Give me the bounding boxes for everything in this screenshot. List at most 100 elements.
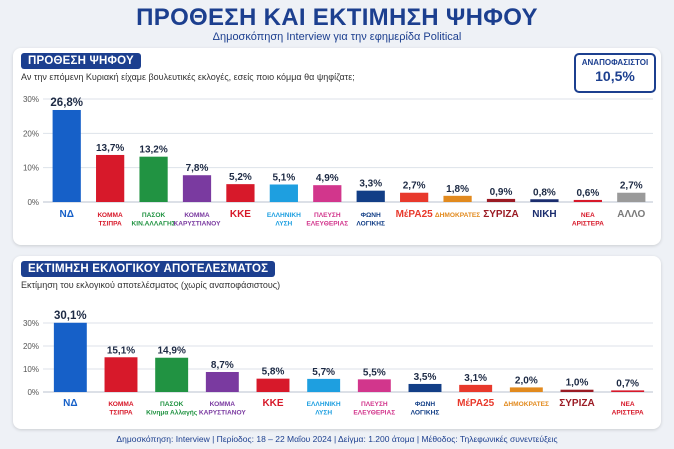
value-label: 8,7%: [211, 360, 234, 371]
y-tick-label: 10%: [23, 365, 39, 374]
bar: [356, 190, 385, 202]
category-label: ΚΟΜΜΑ: [210, 401, 236, 408]
value-label: 2,0%: [515, 375, 538, 386]
value-label: 26,8%: [50, 97, 83, 109]
bar: [256, 378, 290, 392]
category-label: ΕΛΕΥΘΕΡΙΑΣ: [353, 410, 395, 417]
bar: [443, 195, 472, 202]
category-label: ΑΛΛΟ: [617, 209, 645, 220]
undecided-label: ΑΝΑΠΟΦΑΣΙΣΤΟΙ: [581, 58, 649, 67]
value-label: 13,2%: [139, 145, 167, 156]
value-label: 5,7%: [312, 367, 335, 378]
y-tick-label: 0%: [27, 388, 39, 397]
category-label: ΜέΡΑ25: [396, 209, 434, 220]
category-label: ΕΛΛΗΝΙΚΗ: [267, 212, 301, 219]
value-label: 4,9%: [316, 173, 339, 184]
y-tick-label: 10%: [23, 164, 39, 173]
vote-intention-chart: 0% 10% 20% 30% 26,8% ΝΔ 13,7% ΚΟΜΜΑ ΤΣΙΠΡΑ 13,2% Π…: [23, 95, 653, 228]
category-label: ΤΣΙΠΡΑ: [109, 410, 132, 417]
vote-estimate-chart: 0% 10% 20% 30% 30,1% ΝΔ 15,1% ΚΟΜΜΑ ΤΣΙΠΡΑ 14,9% Π…: [23, 310, 653, 417]
vote-intention-header: ΠΡΟΘΕΣΗ ΨΗΦΟΥ: [21, 53, 141, 69]
category-label: ΤΣΙΠΡΑ: [99, 221, 122, 228]
value-label: 3,1%: [464, 373, 487, 384]
value-label: 14,9%: [157, 346, 185, 357]
y-tick-label: 30%: [23, 95, 39, 104]
value-label: 1,0%: [566, 378, 589, 389]
category-label: ΑΡΙΣΤΕΡΑ: [572, 221, 604, 228]
bar: [486, 198, 516, 202]
bar: [155, 357, 189, 392]
category-label: ΚΚΕ: [230, 209, 251, 220]
category-label: ΣΥΡΙΖΑ: [559, 398, 594, 409]
category-label: ΔΗΜΟΚΡΑΤΕΣ: [435, 212, 480, 219]
bar: [617, 192, 646, 202]
bar: [53, 322, 87, 392]
value-label: 5,2%: [229, 172, 252, 183]
category-label: ΔΗΜΟΚΡΑΤΕΣ: [504, 401, 549, 408]
bar: [205, 371, 239, 392]
value-label: 3,5%: [414, 372, 437, 383]
category-label: ΛΟΓΙΚΗΣ: [356, 221, 385, 228]
category-label: ΕΛΛΗΝΙΚΗ: [307, 401, 341, 408]
value-label: 2,7%: [403, 181, 426, 192]
y-tick-label: 30%: [23, 319, 39, 328]
category-label: ΚΙΝ.ΑΛΛΑΓΗΣ: [131, 221, 175, 228]
category-label: ΚΑΡΥΣΤΙΑΝΟΥ: [199, 410, 247, 417]
vote-intention-panel: ΠΡΟΘΕΣΗ ΨΗΦΟΥ Αν την επόμενη Κυριακή είχ…: [13, 48, 661, 245]
bar: [96, 154, 125, 202]
value-label: 3,3%: [359, 179, 382, 190]
undecided-value: 10,5%: [595, 68, 635, 84]
bar: [182, 175, 212, 202]
bar: [530, 199, 559, 202]
value-label: 0,6%: [576, 188, 599, 199]
category-label: ΚΟΜΜΑ: [184, 212, 210, 219]
value-label: 1,8%: [446, 184, 469, 195]
bar: [307, 378, 341, 392]
value-label: 30,1%: [54, 310, 87, 322]
value-label: 0,8%: [533, 187, 556, 198]
bar: [104, 357, 138, 392]
page-title: ΠΡΟΘΕΣΗ ΚΑΙ ΕΚΤΙΜΗΣΗ ΨΗΦΟΥ: [136, 4, 538, 31]
value-label: 0,9%: [490, 187, 513, 198]
bar: [357, 379, 391, 392]
value-label: 13,7%: [96, 143, 124, 154]
page-subtitle: Δημοσκόπηση Interview για την εφημερίδα …: [212, 31, 462, 43]
bar: [509, 387, 543, 392]
category-label: ΚΟΜΜΑ: [97, 212, 123, 219]
vote-estimate-question: Εκτίμηση του εκλογικού αποτελέσματος (χω…: [21, 280, 281, 290]
undecided-box: ΑΝΑΠΟΦΑΣΙΣΤΟΙ 10,5%: [574, 53, 656, 93]
category-label: ΑΡΙΣΤΕΡΑ: [612, 410, 644, 417]
bar: [459, 384, 493, 392]
category-label: ΚΚΕ: [262, 398, 283, 409]
category-label: ΣΥΡΙΖΑ: [483, 209, 518, 220]
category-label: ΦΩΝΗ: [415, 401, 435, 408]
value-label: 5,5%: [363, 367, 386, 378]
category-label: ΝΔ: [63, 398, 77, 409]
category-label: ΛΥΣΗ: [315, 410, 332, 417]
value-label: 5,1%: [272, 172, 295, 183]
value-label: 2,7%: [620, 181, 643, 192]
y-tick-label: 20%: [23, 342, 39, 351]
category-label: ΛΥΣΗ: [275, 221, 292, 228]
bar: [611, 390, 645, 392]
bar: [52, 109, 81, 202]
y-tick-label: 20%: [23, 129, 39, 138]
bar: [269, 184, 298, 202]
bar: [560, 389, 594, 392]
category-label: ΛΟΓΙΚΗΣ: [411, 410, 440, 417]
category-label: ΕΛΕΥΘΕΡΙΑΣ: [306, 221, 348, 228]
vote-estimate-panel: ΕΚΤΙΜΗΣΗ ΕΚΛΟΓΙΚΟΥ ΑΠΟΤΕΛΕΣΜΑΤΟΣ Εκτίμησ…: [13, 256, 661, 429]
bar: [139, 156, 168, 202]
value-label: 15,1%: [107, 345, 135, 356]
bar: [400, 192, 429, 202]
category-label: Κίνημα Αλλαγής: [146, 409, 198, 417]
category-label: ΚΟΜΜΑ: [108, 401, 134, 408]
bar: [573, 199, 602, 202]
value-label: 0,7%: [616, 378, 639, 389]
bar: [226, 184, 255, 202]
survey-footer: Δημοσκόπηση: Interview | Περίοδος: 18 – …: [116, 434, 558, 444]
category-label: ΝΕΑ: [621, 401, 635, 408]
vote-estimate-header: ΕΚΤΙΜΗΣΗ ΕΚΛΟΓΙΚΟΥ ΑΠΟΤΕΛΕΣΜΑΤΟΣ: [21, 261, 276, 277]
value-label: 5,8%: [262, 367, 285, 378]
category-label: ΝΕΑ: [581, 212, 595, 219]
